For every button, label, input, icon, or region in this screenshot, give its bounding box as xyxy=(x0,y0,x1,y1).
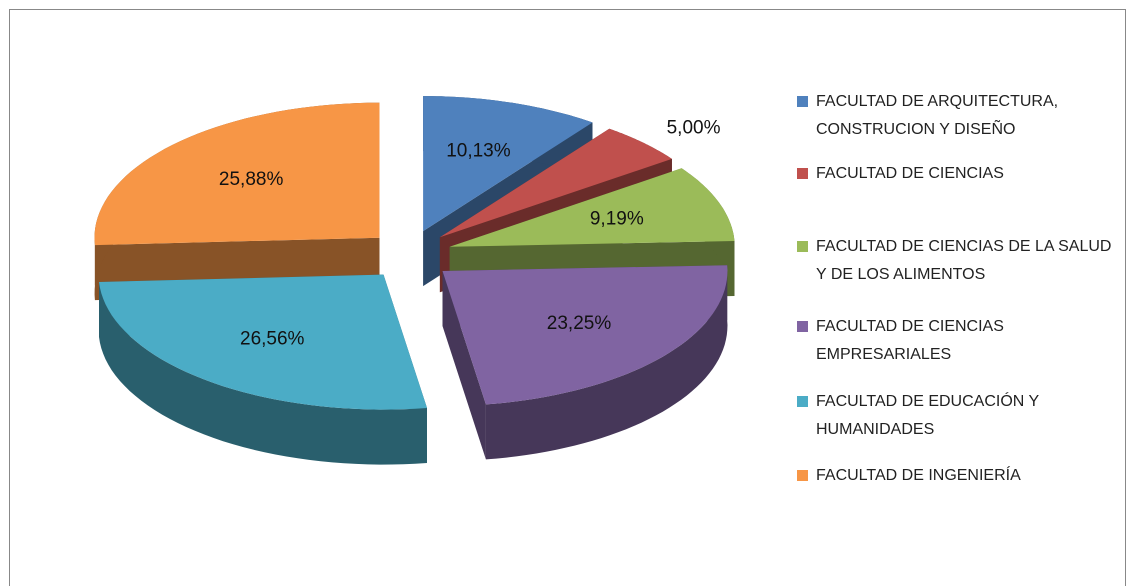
legend-label: FACULTAD DE CIENCIAS xyxy=(816,165,1004,182)
legend-swatch xyxy=(797,321,808,332)
legend-entry: FACULTAD DE INGENIERÍA xyxy=(797,462,1117,490)
legend-entry: FACULTAD DE ARQUITECTURA, CONSTRUCION Y … xyxy=(797,88,1117,144)
data-label: 23,25% xyxy=(547,313,612,334)
legend-label: FACULTAD DE ARQUITECTURA, CONSTRUCION Y … xyxy=(816,93,1059,138)
legend-entry: FACULTAD DE CIENCIAS EMPRESARIALES xyxy=(797,313,1117,369)
legend-swatch xyxy=(797,168,808,179)
data-label: 25,88% xyxy=(219,169,284,190)
data-label: 10,13% xyxy=(446,141,511,162)
slice-wall xyxy=(442,271,486,460)
legend-swatch xyxy=(797,96,808,107)
pie-slice xyxy=(99,274,427,410)
legend-entry: FACULTAD DE EDUCACIÓN Y HUMANIDADES xyxy=(797,388,1117,444)
legend-swatch xyxy=(797,396,808,407)
legend-swatch xyxy=(797,241,808,252)
slice xyxy=(99,274,427,465)
pie-slice xyxy=(94,102,380,246)
data-label: 9,19% xyxy=(590,209,644,230)
data-label: 5,00% xyxy=(667,117,721,138)
legend-label: FACULTAD DE EDUCACIÓN Y HUMANIDADES xyxy=(816,393,1039,438)
slice xyxy=(94,102,380,301)
chart-border xyxy=(9,9,1126,586)
pie-slice xyxy=(442,265,728,405)
pie-slice xyxy=(439,128,672,238)
slice xyxy=(442,265,728,460)
legend-entry: FACULTAD DE CIENCIAS DE LA SALUD Y DE LO… xyxy=(797,233,1117,289)
legend-swatch xyxy=(797,470,808,481)
slice-side xyxy=(485,265,728,460)
pie-slice xyxy=(423,96,593,232)
legend-label: FACULTAD DE CIENCIAS DE LA SALUD Y DE LO… xyxy=(816,238,1112,283)
slice-side xyxy=(99,282,427,465)
data-label: 26,56% xyxy=(240,329,305,350)
pie-slice xyxy=(449,168,735,247)
legend-entry: FACULTAD DE CIENCIAS xyxy=(797,160,1117,188)
legend-label: FACULTAD DE INGENIERÍA xyxy=(816,467,1021,484)
legend-label: FACULTAD DE CIENCIAS EMPRESARIALES xyxy=(816,318,1004,363)
